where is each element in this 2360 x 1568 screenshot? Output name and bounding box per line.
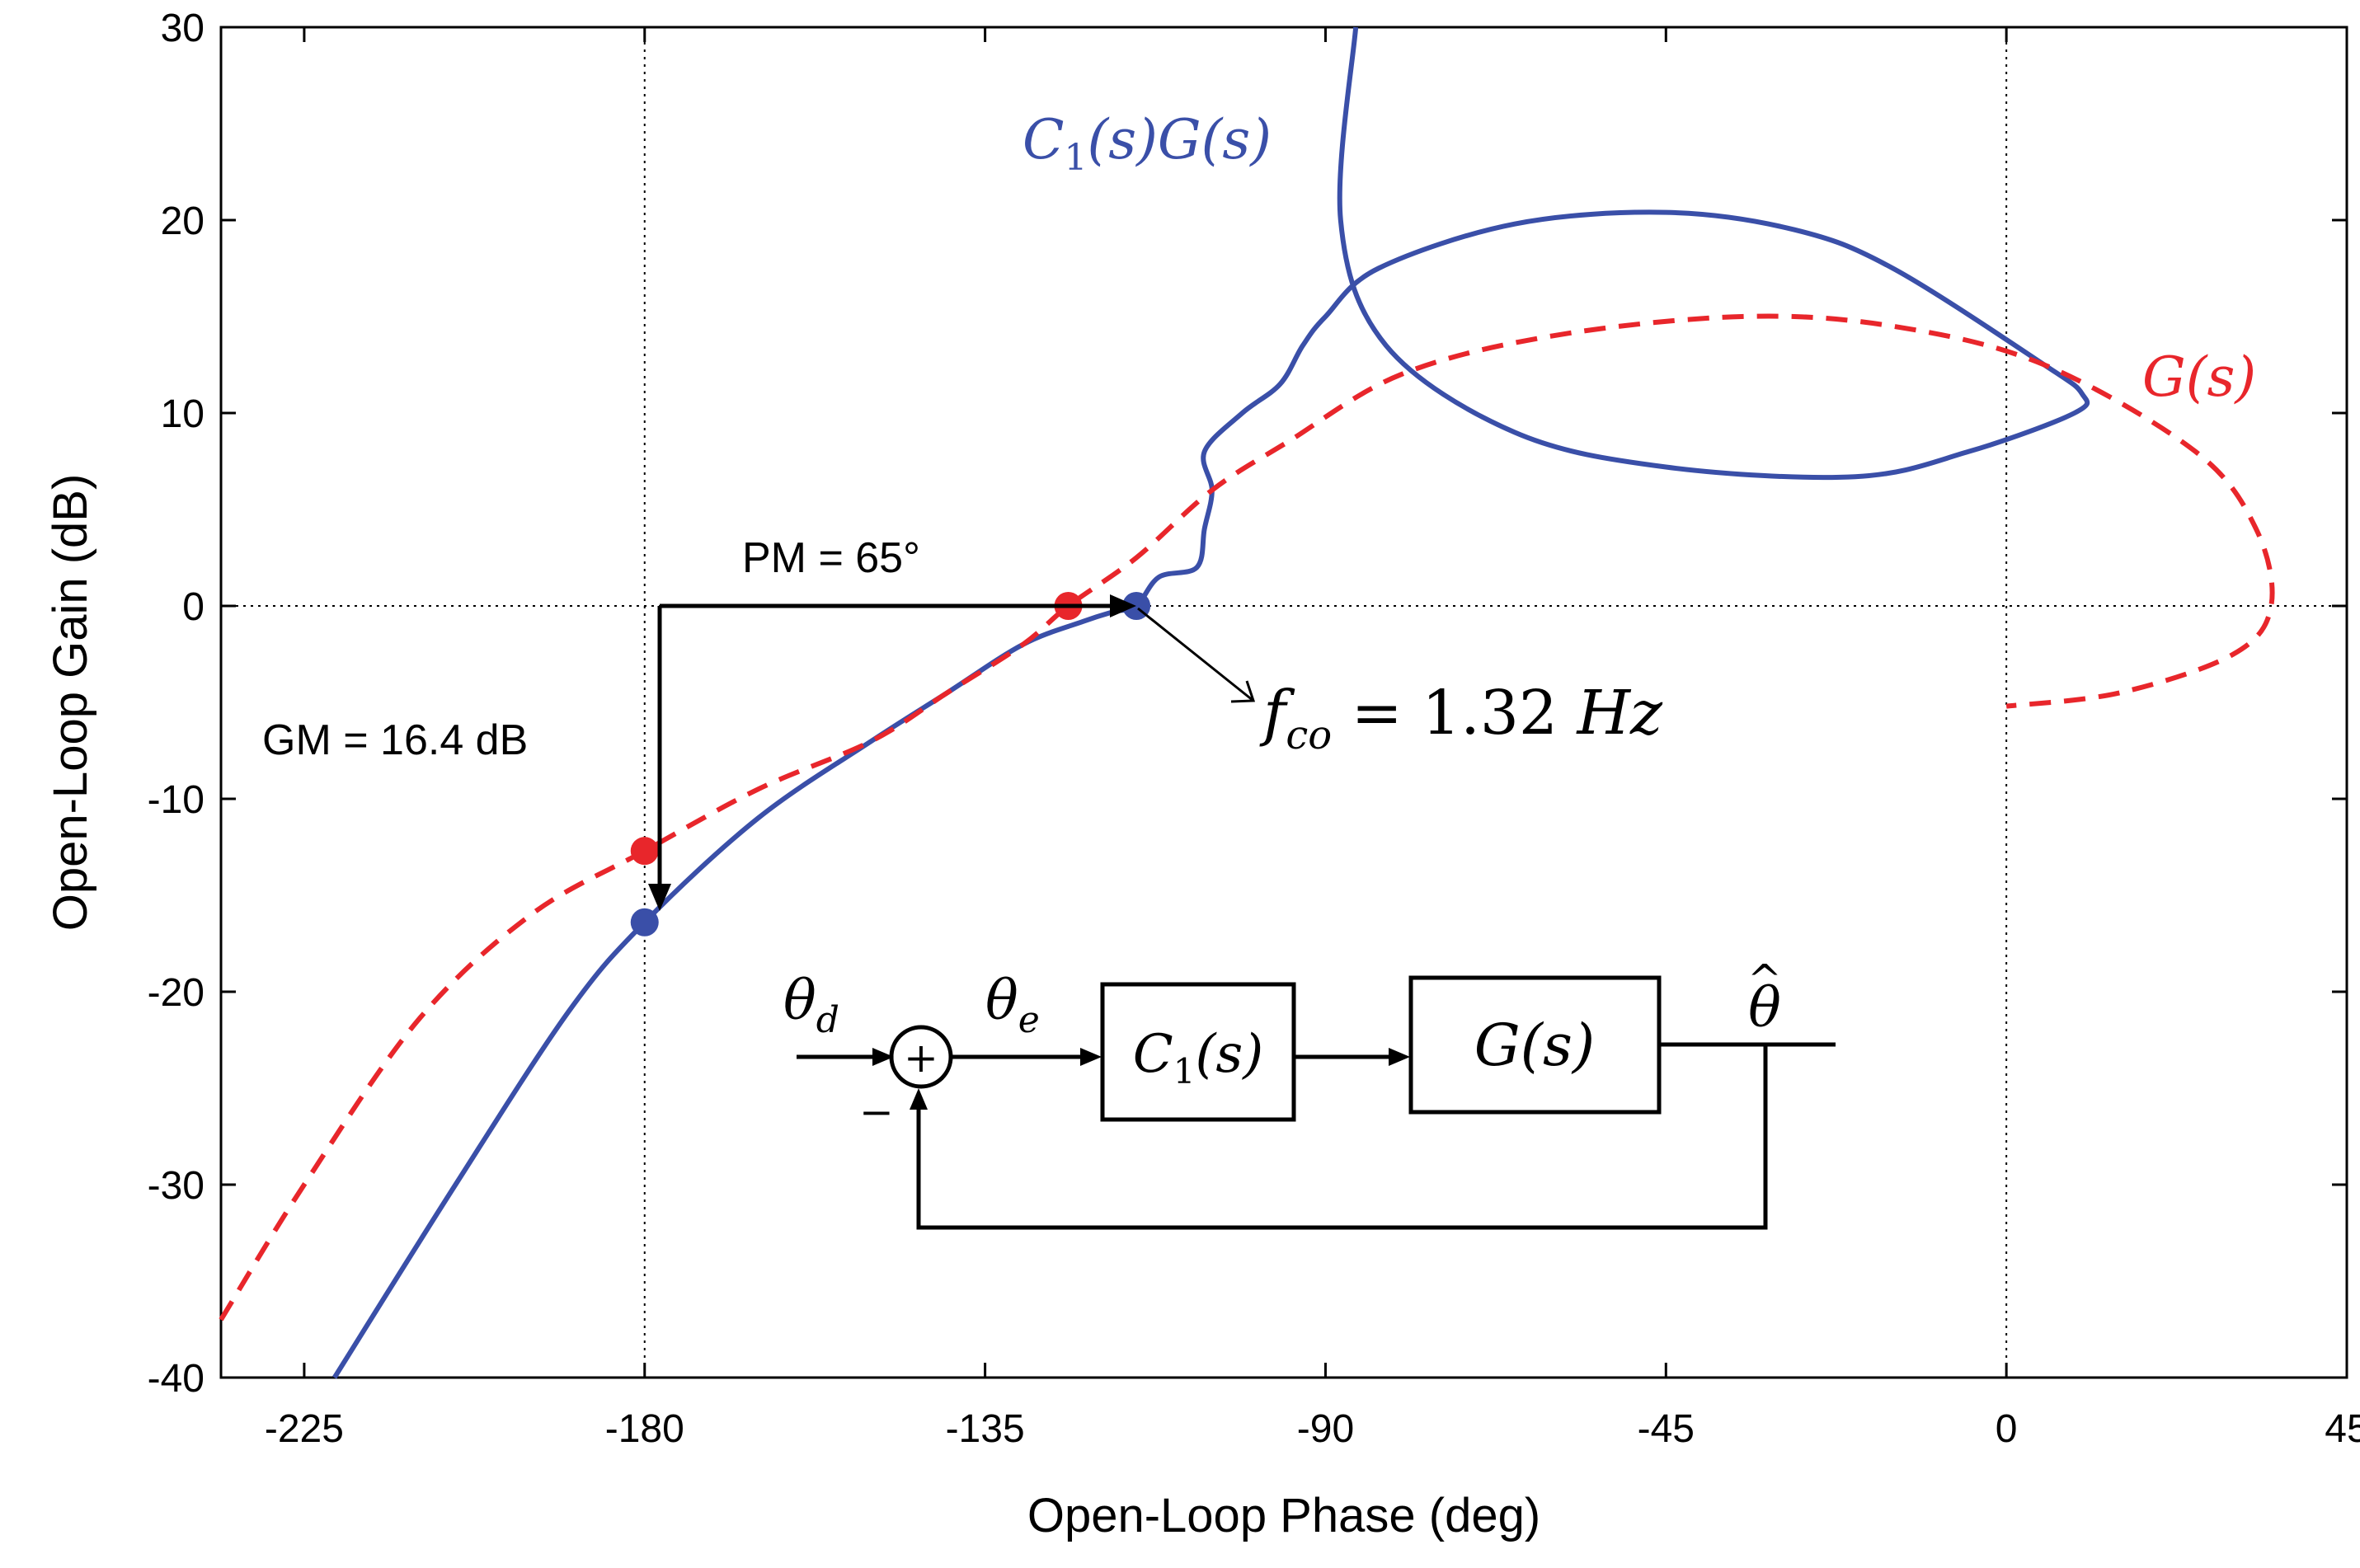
pm-arrow-head <box>1110 594 1136 617</box>
block-c1-label: C1(s) <box>1133 1024 1263 1091</box>
fco-subscript: co <box>1286 712 1332 758</box>
axis-ticks: -225 -180 -135 -90 -45 0 45 -40 -30 -20 -10 0 10 20 30 <box>148 7 2360 1451</box>
y-tick-label: -10 <box>148 778 205 822</box>
input-arrow-head <box>872 1048 894 1066</box>
marker-point <box>630 837 659 866</box>
output-theta-hat: θ <box>1748 976 1781 1040</box>
series-line-c1g <box>332 26 2090 1379</box>
x-axis-label: Open-Loop Phase (deg) <box>1027 1489 1540 1542</box>
series-label-c1g: C1(s)G(s) <box>1023 108 1272 179</box>
series-line-g <box>219 313 2275 1322</box>
feedback-path <box>916 1045 1768 1230</box>
feedback-block-diagram <box>797 975 1836 1230</box>
fco-pointer-head <box>1230 680 1256 703</box>
grid-lines <box>221 27 2347 1378</box>
series-layer <box>219 26 2275 1379</box>
y-tick-label: 10 <box>161 392 205 436</box>
sum-minus: − <box>859 1088 894 1136</box>
fco-label: fco = 1.32 Hz <box>1259 678 1663 758</box>
x-tick-label: -90 <box>1297 1407 1354 1451</box>
series-label-c1g-rest: (s)G(s) <box>1088 108 1272 171</box>
block-c1 <box>1100 982 1296 1122</box>
plot-area <box>219 26 2348 1379</box>
fco-unit: Hz <box>1576 678 1664 749</box>
x-tick-label: -180 <box>605 1407 684 1451</box>
error-theta-sub: e <box>1018 999 1040 1041</box>
input-theta: θ <box>783 969 816 1032</box>
input-theta-d: θd <box>783 969 839 1041</box>
input-theta-sub: d <box>816 999 839 1041</box>
feedback-arrow-head <box>910 1088 928 1110</box>
gm-label: GM = 16.4 dB <box>262 716 528 764</box>
y-tick-label: 20 <box>161 200 205 243</box>
c1-to-g-arrow-head <box>1389 1048 1410 1066</box>
x-tick-label: -225 <box>265 1407 344 1451</box>
output-hat: ^ <box>1747 955 1782 1003</box>
y-tick-label: -30 <box>148 1164 205 1208</box>
error-theta: θ <box>985 969 1018 1032</box>
x-tick-label: -45 <box>1638 1407 1695 1451</box>
x-tick-label: 45 <box>2325 1407 2360 1451</box>
y-tick-label: -40 <box>148 1357 205 1401</box>
y-tick-label: 30 <box>161 7 205 50</box>
series-label-c1g-c: C <box>1023 108 1065 171</box>
block-c1-c: C <box>1133 1024 1173 1085</box>
error-theta-e: θe <box>985 969 1040 1041</box>
block-c1-sub: 1 <box>1173 1051 1196 1091</box>
fco-pointer-line <box>1137 607 1254 702</box>
block-g-label: G(s) <box>1474 1012 1595 1079</box>
pm-label: PM = 65° <box>742 534 920 582</box>
error-arrow-head <box>1080 1048 1102 1066</box>
y-axis-label: Open-Loop Gain (dB) <box>44 474 97 932</box>
gm-arrow-head <box>648 884 671 911</box>
fco-value: = 1.32 <box>1332 678 1577 749</box>
x-tick-label: 0 <box>1996 1407 2018 1451</box>
sum-plus: + <box>904 1034 938 1082</box>
marker-point <box>630 908 659 937</box>
block-c1-rest: (s) <box>1195 1024 1263 1085</box>
series-label-c1g-sub: 1 <box>1065 137 1088 179</box>
y-tick-label: 0 <box>182 585 205 629</box>
x-tick-label: -135 <box>946 1407 1025 1451</box>
series-label-g: G(s) <box>2142 345 2256 409</box>
y-tick-label: -20 <box>148 971 205 1015</box>
margin-annotations <box>648 594 1256 911</box>
